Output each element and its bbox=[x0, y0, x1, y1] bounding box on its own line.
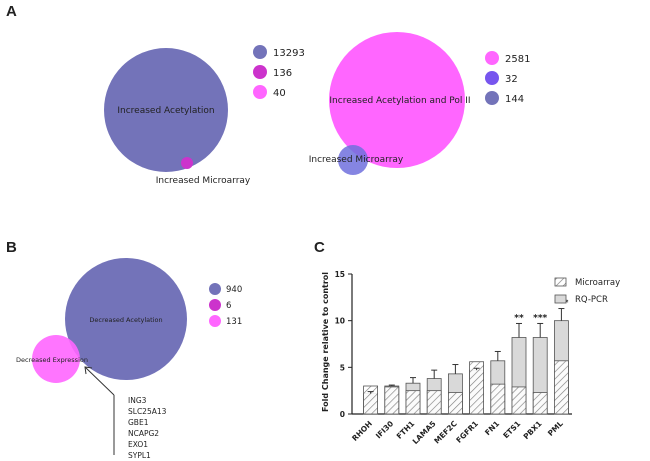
x-tick-label: FN1 bbox=[483, 419, 501, 437]
venn-a1-big-circle bbox=[104, 48, 228, 172]
bar-microarray-ifi30 bbox=[384, 386, 400, 415]
venn-a1-small-circle bbox=[181, 157, 193, 169]
y-tick-label: 0 bbox=[340, 410, 345, 419]
legend-swatch bbox=[209, 283, 221, 295]
bar-chart-c: Fold Change relative to control 0 5 10 15 *… bbox=[321, 270, 620, 446]
legend-swatch-rq-pcr bbox=[554, 294, 567, 304]
x-tick-label: LAMA5 bbox=[411, 419, 438, 446]
gene-name: ING3 bbox=[128, 396, 147, 405]
legend-value: 32 bbox=[505, 74, 518, 85]
significance-marker: *** bbox=[533, 313, 547, 323]
x-tick-label: ETS1 bbox=[501, 419, 522, 440]
legend-value: 2581 bbox=[505, 54, 530, 65]
panel-label-b: B bbox=[6, 239, 17, 256]
venn-b-gene-list: ING3 SLC25A13 GBE1 NCAPG2 EXO1 SYPL1 bbox=[128, 396, 167, 460]
legend-swatch bbox=[485, 71, 499, 85]
venn-a2-big-label: Increased Acetylation and Pol II bbox=[329, 96, 470, 106]
chart-bars: ** ****** bbox=[363, 299, 569, 415]
legend-swatch bbox=[485, 51, 499, 65]
bar-microarray-lama5 bbox=[426, 390, 442, 415]
venn-a1-legend: 13293 136 40 bbox=[253, 45, 305, 99]
y-tick-label: 15 bbox=[335, 270, 345, 279]
x-tick-label: FGFR1 bbox=[454, 419, 480, 445]
legend-value: 940 bbox=[226, 285, 242, 295]
significance-marker: *** bbox=[554, 299, 568, 309]
legend-label-rq-pcr: RQ-PCR bbox=[575, 295, 608, 305]
legend-value: 144 bbox=[505, 94, 524, 105]
legend-value: 136 bbox=[273, 68, 292, 79]
x-tick-label: MEF2C bbox=[432, 419, 459, 446]
venn-a1-small-label: Increased Microarray bbox=[156, 176, 251, 186]
y-axis-title: Fold Change relative to control bbox=[321, 272, 330, 412]
legend-swatch bbox=[253, 45, 267, 59]
venn-b: Decreased Acetylation Decreased Expressi… bbox=[16, 258, 242, 460]
gene-name: NCAPG2 bbox=[128, 429, 159, 438]
legend-swatch bbox=[253, 85, 267, 99]
bar-microarray-fth1 bbox=[405, 390, 421, 415]
bar-microarray-fn1 bbox=[490, 383, 506, 415]
bar-microarray-ets1 bbox=[511, 386, 527, 415]
bar-microarray-rhoh bbox=[363, 385, 379, 415]
venn-a1: Increased Acetylation Increased Microarr… bbox=[104, 45, 305, 186]
x-tick-label: IFI30 bbox=[374, 419, 395, 440]
venn-b-pointer-arrow bbox=[84, 366, 115, 396]
legend-swatch bbox=[209, 299, 221, 311]
significance-marker: ** bbox=[514, 313, 524, 323]
venn-a1-big-label: Increased Acetylation bbox=[117, 106, 214, 116]
legend-swatch bbox=[209, 315, 221, 327]
y-tick-label: 10 bbox=[335, 317, 345, 326]
legend-value: 13293 bbox=[273, 48, 305, 59]
venn-b-big-circle bbox=[65, 258, 187, 380]
legend-label-microarray: Microarray bbox=[575, 278, 620, 288]
gene-name: SLC25A13 bbox=[128, 407, 167, 416]
venn-b-arrow-head bbox=[84, 366, 93, 375]
panel-label-c: C bbox=[314, 239, 325, 256]
y-tick-label: 5 bbox=[340, 363, 345, 372]
venn-a2: Increased Acetylation and Pol II Increas… bbox=[309, 32, 530, 175]
x-tick-label: RHOH bbox=[350, 419, 374, 443]
venn-b-small-circle bbox=[32, 335, 80, 383]
x-tick-label: PBX1 bbox=[522, 419, 544, 441]
venn-a2-big-circle bbox=[329, 32, 465, 168]
legend-value: 6 bbox=[226, 301, 231, 311]
venn-a2-small-label: Increased Microarray bbox=[309, 155, 404, 165]
legend-value: 131 bbox=[226, 317, 242, 327]
venn-a2-legend: 2581 32 144 bbox=[485, 51, 530, 105]
venn-b-legend: 940 6 131 bbox=[209, 283, 242, 327]
panel-label-a: A bbox=[6, 3, 17, 20]
bar-microarray-mef2c bbox=[447, 392, 463, 415]
gene-name: EXO1 bbox=[128, 440, 148, 449]
gene-name: GBE1 bbox=[128, 418, 149, 427]
legend-value: 40 bbox=[273, 88, 286, 99]
legend-swatch-microarray bbox=[554, 277, 567, 287]
legend-swatch bbox=[485, 91, 499, 105]
bar-microarray-fgfr1 bbox=[469, 361, 485, 415]
x-tick-label: PML bbox=[546, 419, 565, 438]
venn-b-small-label: Decreased Expression bbox=[16, 356, 88, 364]
legend-swatch bbox=[253, 65, 267, 79]
bar-microarray-pml bbox=[554, 360, 569, 415]
venn-a2-small-circle bbox=[338, 145, 368, 175]
bar-microarray-pbx1 bbox=[532, 392, 548, 415]
venn-b-big-label: Decreased Acetylation bbox=[89, 316, 162, 324]
chart-legend: Microarray RQ-PCR bbox=[554, 277, 620, 305]
gene-name: SYPL1 bbox=[128, 451, 151, 460]
